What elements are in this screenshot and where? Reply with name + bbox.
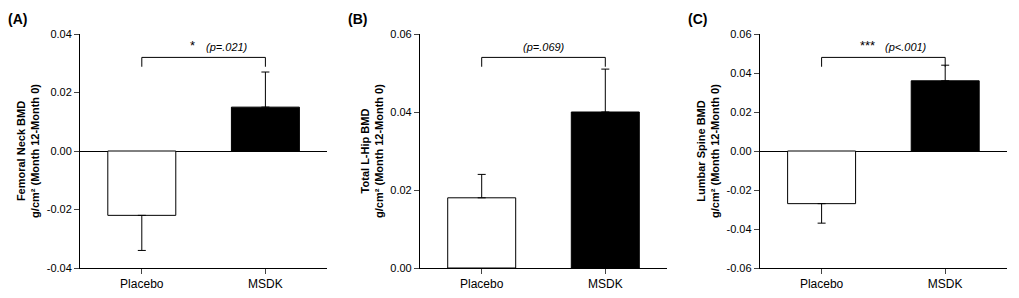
svg-text:(p=.021): (p=.021) — [206, 41, 248, 53]
svg-text:(C): (C) — [688, 11, 707, 27]
svg-text:0.00: 0.00 — [390, 262, 411, 274]
svg-text:Lumbar Spine BMDg/cm² (Month 1: Lumbar Spine BMDg/cm² (Month 12-Month 0) — [695, 84, 721, 218]
svg-text:-0.02: -0.02 — [47, 203, 72, 215]
svg-text:0.00: 0.00 — [730, 145, 751, 157]
svg-text:(p=.069): (p=.069) — [523, 41, 565, 53]
svg-text:0.00: 0.00 — [50, 145, 71, 157]
svg-text:(B): (B) — [348, 11, 367, 27]
svg-text:***: *** — [860, 38, 875, 53]
svg-text:*: * — [190, 38, 195, 53]
svg-text:Femoral Neck BMDg/cm² (Month 1: Femoral Neck BMDg/cm² (Month 12-Month 0) — [15, 84, 41, 218]
svg-text:0.02: 0.02 — [390, 184, 411, 196]
svg-text:0.02: 0.02 — [50, 86, 71, 98]
svg-text:(A): (A) — [8, 11, 27, 27]
svg-text:-0.04: -0.04 — [47, 262, 72, 274]
svg-text:Total L-Hip BMDg/cm² (Month 12: Total L-Hip BMDg/cm² (Month 12-Month 0) — [359, 84, 385, 218]
svg-text:0.04: 0.04 — [390, 106, 411, 118]
svg-text:0.06: 0.06 — [390, 28, 411, 40]
svg-text:0.06: 0.06 — [730, 28, 751, 40]
svg-text:-0.06: -0.06 — [727, 262, 752, 274]
svg-text:Placebo: Placebo — [460, 277, 504, 291]
svg-text:0.04: 0.04 — [50, 28, 71, 40]
svg-text:Placebo: Placebo — [800, 277, 844, 291]
svg-text:Placebo: Placebo — [120, 277, 164, 291]
svg-text:MSDK: MSDK — [928, 277, 963, 291]
svg-text:MSDK: MSDK — [248, 277, 283, 291]
svg-text:-0.04: -0.04 — [727, 223, 752, 235]
svg-text:-0.02: -0.02 — [727, 184, 752, 196]
svg-text:MSDK: MSDK — [588, 277, 623, 291]
svg-text:0.04: 0.04 — [730, 67, 751, 79]
svg-text:(p<.001): (p<.001) — [885, 41, 927, 53]
svg-text:0.02: 0.02 — [730, 106, 751, 118]
